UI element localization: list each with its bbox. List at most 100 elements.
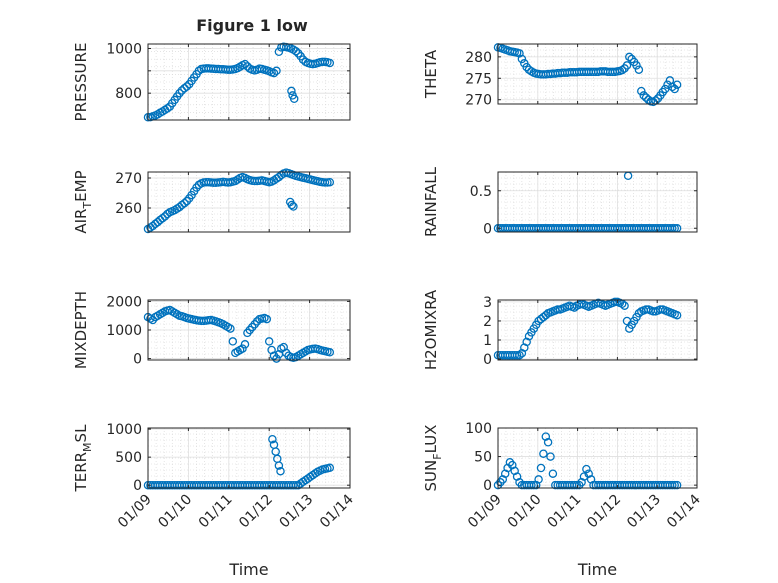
data-point xyxy=(276,466,285,476)
axes-box xyxy=(497,299,698,361)
data-point xyxy=(287,200,297,210)
y-tick-label: 275 xyxy=(465,71,492,87)
data-point xyxy=(325,348,335,357)
x-tick-label: 01/10 xyxy=(505,492,545,532)
data-point xyxy=(672,80,682,89)
data-point xyxy=(617,65,627,75)
data-point xyxy=(272,354,281,363)
data-point xyxy=(160,212,170,221)
data-point xyxy=(670,480,679,490)
data-point xyxy=(320,178,330,187)
data-point xyxy=(287,86,296,96)
data-point xyxy=(620,301,629,310)
y-tick-label: 0 xyxy=(133,352,142,368)
data-point xyxy=(238,344,247,353)
panel-5: 0 1000 2000 MIXDEPTH xyxy=(72,291,351,369)
data-point xyxy=(541,432,551,441)
data-point xyxy=(534,475,543,484)
data-point xyxy=(522,337,531,347)
data-point xyxy=(325,463,335,473)
y-tick-label: 500 xyxy=(115,450,142,466)
data-point xyxy=(271,447,280,456)
data-point xyxy=(527,480,536,490)
data-point xyxy=(582,464,591,474)
data-point xyxy=(240,59,250,69)
x-tick-label: 01/12 xyxy=(584,492,624,532)
y-axis-label-main: SUN xyxy=(422,460,440,492)
x-tick-label: 01/09 xyxy=(465,492,505,532)
data-point xyxy=(180,84,189,93)
y-axis-label-main: AIR xyxy=(72,209,90,234)
data-point xyxy=(262,314,272,324)
data-point xyxy=(325,58,335,68)
axes-box xyxy=(147,171,351,233)
y-tick-label: 1000 xyxy=(106,41,142,57)
y-axis-label: H2OMIXRA xyxy=(422,289,440,370)
data-point xyxy=(180,198,189,208)
data-point xyxy=(512,350,522,360)
data-point xyxy=(672,480,682,490)
y-axis-label-subscript: F xyxy=(431,453,444,459)
data-point xyxy=(634,65,644,74)
y-tick-label: 0 xyxy=(483,352,492,368)
y-tick-label: 100 xyxy=(465,421,492,437)
data-point xyxy=(543,438,553,447)
data-point xyxy=(264,337,274,346)
y-tick-label: 280 xyxy=(465,50,492,66)
y-tick-label: 2 xyxy=(483,314,492,330)
y-axis-label: THETA xyxy=(422,49,440,99)
x-tick-label: 01/11 xyxy=(545,492,585,532)
data-point xyxy=(632,61,641,70)
data-point xyxy=(175,88,184,98)
y-tick-label: 260 xyxy=(115,201,142,217)
data-point xyxy=(668,82,677,92)
data-point xyxy=(163,209,172,219)
panel-6: 0 1 2 3 H2OMIXRA xyxy=(422,289,698,370)
data-point xyxy=(228,337,238,346)
data-point xyxy=(522,62,531,72)
data-point xyxy=(289,202,298,211)
axes-box xyxy=(147,427,351,489)
axes-box xyxy=(497,171,698,233)
y-axis-label: RAINFALL xyxy=(422,166,440,237)
data-point xyxy=(182,82,192,91)
y-axis-label-rest: LUX xyxy=(422,425,440,454)
x-tick-label: 01/10 xyxy=(155,492,195,532)
data-point xyxy=(194,66,204,76)
data-point xyxy=(325,177,335,187)
y-axis-label: SUNFLUX xyxy=(422,425,444,492)
x-tick-label: 01/09 xyxy=(115,492,155,532)
data-point xyxy=(541,310,551,320)
y-axis-label: MIXDEPTH xyxy=(72,291,90,369)
x-tick-label: 01/12 xyxy=(236,492,276,532)
panel-2: 270 275 280 THETA xyxy=(422,43,698,109)
data-point xyxy=(672,310,682,320)
x-tick-label: 01/11 xyxy=(196,492,236,532)
data-point xyxy=(274,47,284,57)
data-point xyxy=(272,66,281,76)
figure-title: Figure 1 low xyxy=(196,16,308,35)
y-axis-label-subscript: T xyxy=(81,202,94,210)
data-point xyxy=(247,322,257,332)
x-axis-label: Time xyxy=(228,560,268,579)
y-axis-label-rest: EMP xyxy=(72,170,90,201)
panel-7: 0 500 1000 TERRMSL 01/09 01/10 01/11 01/12 01/13… xyxy=(72,422,357,579)
x-tick-label: 01/14 xyxy=(664,491,704,531)
data-point xyxy=(515,350,524,360)
y-tick-label: 800 xyxy=(115,86,142,102)
data-point xyxy=(622,61,632,70)
y-tick-label: 50 xyxy=(474,450,492,466)
x-axis-label: Time xyxy=(577,560,617,579)
data-point xyxy=(291,480,301,490)
data-point xyxy=(639,91,648,100)
y-tick-label: 3 xyxy=(483,295,492,311)
x-tick-label: 01/14 xyxy=(317,491,357,531)
y-tick-label: 0.5 xyxy=(470,184,492,200)
data-point xyxy=(625,52,634,62)
y-tick-label: 0 xyxy=(483,478,492,494)
y-tick-label: 270 xyxy=(465,93,492,109)
data-point xyxy=(268,434,277,444)
y-tick-label: 0 xyxy=(133,478,142,494)
panel-1: 800 1000 PRESSURE xyxy=(72,41,351,122)
